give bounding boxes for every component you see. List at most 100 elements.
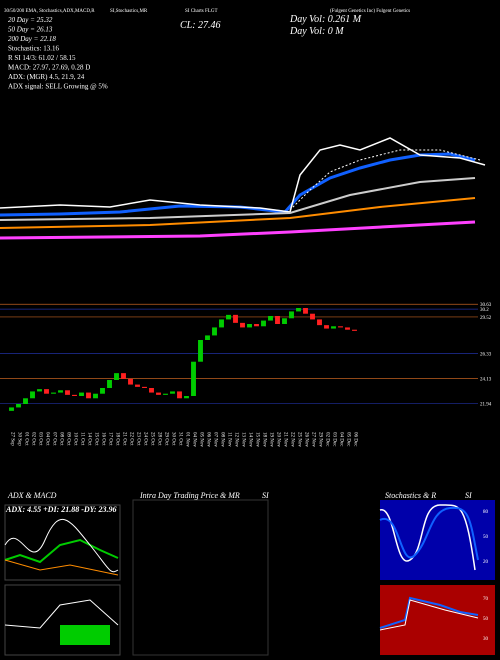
x-tick-label: 30 Sep [17, 432, 22, 446]
x-tick-label: 01 Oct [24, 432, 29, 446]
stoch-tick: 80 [483, 510, 489, 515]
x-tick-label: 07 Nov [213, 432, 218, 447]
di-line [4, 518, 119, 573]
rsi-tick: 30 [483, 637, 489, 642]
x-tick-label: 13 Nov [241, 432, 246, 447]
candle [324, 325, 329, 329]
macd-hist [60, 625, 110, 645]
adx-line [4, 538, 119, 564]
x-tick-label: 14 Oct [87, 432, 92, 446]
x-tick-label: 10 Oct [73, 432, 78, 446]
x-tick-label: 09 Oct [66, 432, 71, 446]
candle [30, 391, 35, 399]
x-tick-label: 05 Dec [346, 432, 351, 447]
volume: Day Vol: 0.261 M [289, 14, 362, 25]
indicator: ADX: (MGR) 4.5, 21.9, 24 [8, 73, 85, 81]
candle [58, 390, 63, 393]
stoch-tick: 20 [483, 560, 489, 565]
candle [331, 326, 336, 329]
panel-text: ADX: 4.55 +DI: 21.88 -DY: 23.96 [5, 505, 116, 514]
x-tick-label: 20 Nov [276, 432, 281, 447]
x-tick-label: 27 Nov [311, 432, 316, 447]
x-tick-label: 03 Dec [332, 432, 337, 447]
candle [128, 378, 133, 385]
x-tick-label: 05 Nov [199, 432, 204, 447]
candle [163, 393, 168, 395]
x-tick-label: 06 Nov [206, 432, 211, 447]
candle [37, 389, 42, 392]
y-tick-label: 30.63 [480, 303, 492, 308]
x-tick-label: 29 Oct [164, 432, 169, 446]
candle [317, 319, 322, 326]
y-tick-label: 29.52 [480, 316, 492, 321]
candle [100, 388, 105, 394]
ma-lines [0, 137, 486, 240]
candle [72, 394, 77, 396]
candle [240, 322, 245, 328]
candle [233, 314, 238, 323]
header-text: 30/50/200 EMA, Stochastics,ADX,MACD,R [4, 9, 95, 14]
indicator: 20 Day = 25.32 [8, 16, 53, 24]
panel-title: SI [465, 491, 472, 500]
indicator: R SI 14/3: 61.02 / 58.15 [8, 54, 76, 62]
candle [149, 388, 154, 393]
x-tick-label: 15 Oct [94, 432, 99, 446]
x-tick-label: 06 Dec [353, 432, 358, 447]
x-tick-label: 28 Oct [157, 432, 162, 446]
candle [219, 319, 224, 328]
panel-title: SI [262, 491, 269, 500]
candle [352, 329, 357, 331]
adx-panel [4, 504, 121, 581]
candle [261, 320, 266, 327]
x-tick-label: 18 Oct [115, 432, 120, 446]
x-tick-label: 24 Oct [143, 432, 148, 446]
candle [282, 318, 287, 324]
candle [23, 398, 28, 404]
indicator: 50 Day = 26.13 [8, 26, 53, 34]
x-tick-label: 04 Dec [339, 432, 344, 447]
x-tick-label: 19 Nov [269, 432, 274, 447]
x-tick-label: 18 Nov [262, 432, 267, 447]
x-tick-label: 14 Nov [248, 432, 253, 447]
x-tick-label: 30 Oct [171, 432, 176, 446]
y-tick-label: 21.94 [480, 403, 492, 408]
y-tick-label: 24.13 [480, 378, 492, 383]
candle [177, 391, 182, 399]
x-tick-label: 04 Nov [192, 432, 197, 447]
x-tick-label: 15 Nov [255, 432, 260, 447]
x-tick-label: 16 Oct [101, 432, 106, 446]
x-tick-label: 29 Nov [318, 432, 323, 447]
indicator: MACD: 27.97, 27.69, 0.28 D [8, 64, 90, 72]
candle [345, 327, 350, 330]
x-tick-label: 21 Nov [283, 432, 288, 447]
indicator: Stochastics: 13.16 [8, 45, 59, 53]
x-tick-label: 01 Nov [185, 432, 190, 447]
stoch-tick: 50 [483, 535, 489, 540]
candle [268, 316, 273, 321]
x-tick-label: 23 Oct [136, 432, 141, 446]
candle [142, 386, 147, 388]
x-tick-label: 22 Nov [290, 432, 295, 447]
candle [114, 373, 119, 380]
x-tick-label: 22 Oct [129, 432, 134, 446]
x-tick-label: 27 Sep [10, 432, 15, 446]
x-tick-label: 07 Oct [52, 432, 57, 446]
x-tick-label: 25 Oct [150, 432, 155, 446]
volume: Day Vol: 0 M [289, 26, 344, 37]
x-tick-label: 25 Nov [297, 432, 302, 447]
x-tick-label: 04 Oct [45, 432, 50, 446]
macd-line [4, 599, 119, 629]
x-tick-label: 17 Oct [108, 432, 113, 446]
rsi-line [379, 596, 479, 629]
x-tick-label: 31 Oct [178, 432, 183, 446]
candle [254, 324, 259, 327]
stoch-line [379, 504, 476, 571]
intraday-panel [132, 499, 269, 656]
stoch-panel [380, 500, 495, 580]
x-tick-label: 11 Nov [227, 432, 232, 447]
candle [310, 313, 315, 320]
indicator: ADX signal: SELL Growing @ 5% [8, 83, 108, 91]
candle [51, 392, 56, 394]
header-text: SI,Stochastics,MR [110, 9, 148, 14]
